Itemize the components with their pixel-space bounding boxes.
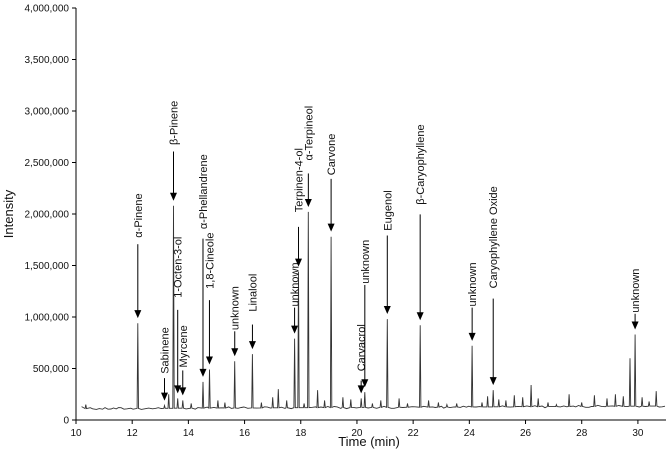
x-tick-label: 12 bbox=[127, 428, 139, 439]
peak-label: 1-Octen-3-ol bbox=[173, 237, 185, 298]
y-tick-label: 2,000,000 bbox=[25, 210, 70, 221]
x-tick-label: 28 bbox=[576, 428, 588, 439]
peak-arrow-head bbox=[169, 192, 177, 201]
x-tick-label: 30 bbox=[632, 428, 644, 439]
peak-arrow-head bbox=[199, 368, 207, 377]
y-tick-label: 4,000,000 bbox=[25, 4, 70, 15]
peak-label: Carvacrol bbox=[356, 324, 368, 371]
peak-arrow-head bbox=[468, 332, 476, 341]
x-tick-label: 14 bbox=[183, 428, 195, 439]
peak-arrow-head bbox=[361, 379, 369, 388]
peak-label: 1,8-Cineole bbox=[204, 233, 216, 289]
peak-label: unknown bbox=[230, 286, 242, 330]
y-tick-label: 0 bbox=[63, 416, 69, 427]
peak-arrow-head bbox=[248, 341, 256, 350]
peak-arrow-head bbox=[231, 348, 239, 357]
peak-label: Carvone bbox=[326, 134, 338, 176]
y-tick-label: 500,000 bbox=[33, 364, 70, 375]
y-axis-title: Intensity bbox=[1, 189, 16, 238]
peak-label: β-Pinene bbox=[168, 101, 180, 145]
peak-arrow-head bbox=[174, 385, 182, 394]
peak-label: Sabinene bbox=[160, 327, 172, 374]
peak-arrow-head bbox=[205, 356, 213, 365]
peak-arrow-head bbox=[357, 385, 365, 394]
x-axis-title: Time (min) bbox=[338, 434, 400, 449]
annotation-layer: α-Pinene Sabinene β-Pinene 1-Octen-3-ol Myrc… bbox=[133, 101, 642, 401]
peak-label: β-Caryophyllene bbox=[415, 124, 427, 204]
y-tick-label: 1,500,000 bbox=[25, 261, 70, 272]
peak-arrow-head bbox=[304, 198, 312, 207]
peak-arrow-head bbox=[295, 258, 303, 267]
peak-label: Caryophyllene Oxide bbox=[488, 186, 500, 288]
peak-arrow-head bbox=[631, 321, 639, 330]
peak-label: Linalool bbox=[247, 274, 259, 312]
peak-arrow-head bbox=[327, 223, 335, 232]
peak-label: Myrcene bbox=[178, 325, 190, 367]
peak-arrow-head bbox=[134, 310, 142, 319]
x-tick-label: 22 bbox=[408, 428, 420, 439]
peak-arrow-head bbox=[291, 325, 299, 334]
peak-label: unknown bbox=[630, 269, 642, 313]
y-tick-label: 3,000,000 bbox=[25, 107, 70, 118]
x-tick-label: 10 bbox=[70, 428, 82, 439]
peak-arrow-head bbox=[179, 387, 187, 396]
peak-label: α-Terpineol bbox=[303, 106, 315, 161]
peak-label: unknown bbox=[360, 240, 372, 284]
peak-label: unknown bbox=[290, 262, 302, 306]
x-axis: 10 12 14 16 18 20 22 24 26 28 30 bbox=[70, 420, 644, 439]
peak-label: Terpinen-4-ol bbox=[294, 148, 306, 212]
x-tick-label: 18 bbox=[295, 428, 307, 439]
chromatogram-trace bbox=[81, 205, 666, 410]
x-tick-label: 20 bbox=[351, 428, 363, 439]
peak-label: unknown bbox=[467, 262, 479, 306]
peak-label: Eugenol bbox=[382, 190, 394, 230]
y-tick-label: 3,500,000 bbox=[25, 55, 70, 66]
x-tick-label: 26 bbox=[520, 428, 532, 439]
peak-arrow-head bbox=[383, 306, 391, 315]
peak-label: α-Phellandrene bbox=[198, 154, 210, 229]
peak-arrow-head bbox=[416, 312, 424, 321]
peak-label: α-Pinene bbox=[133, 193, 145, 237]
y-tick-label: 1,000,000 bbox=[25, 313, 70, 324]
y-axis: 0 500,000 1,000,000 1,500,000 2,000,000 2,500… bbox=[25, 4, 76, 427]
x-tick-label: 24 bbox=[464, 428, 476, 439]
peak-arrow-head bbox=[161, 392, 168, 401]
x-tick-label: 16 bbox=[239, 428, 251, 439]
peak-arrow-head bbox=[489, 377, 497, 386]
trace-layer bbox=[81, 205, 666, 410]
y-tick-label: 2,500,000 bbox=[25, 158, 70, 169]
